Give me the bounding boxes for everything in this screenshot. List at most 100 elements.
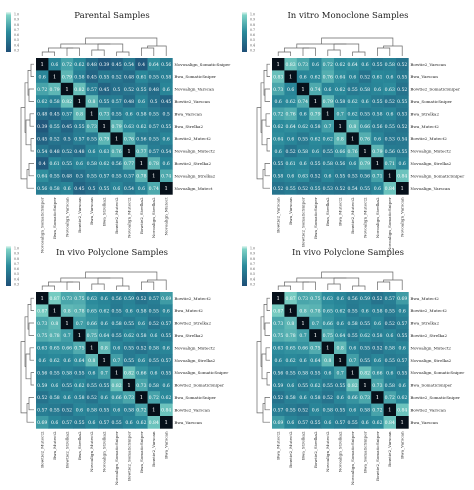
heatmap-cell	[98, 58, 111, 71]
cell-value-label: 0.6	[287, 383, 294, 389]
heatmap-cell	[98, 132, 111, 146]
heatmap-cell	[272, 341, 285, 355]
cell-value-label: 0.55	[149, 136, 159, 142]
row-label: Bwa_SomaticSniper	[174, 395, 216, 400]
cell-value-label: 0.55	[347, 87, 357, 93]
heatmap-cell	[135, 157, 148, 170]
heatmap-cell	[371, 58, 384, 71]
cell-value-label: 0.79	[62, 74, 72, 80]
cell-value-label: 0.55	[397, 333, 407, 339]
cell-value-label: 0.58	[111, 321, 121, 327]
cell-value-label: 0.52	[62, 149, 72, 155]
cell-value-label: 0.4	[138, 62, 145, 68]
heatmap-cell	[383, 403, 397, 417]
cell-value-label: 0.6	[374, 321, 381, 327]
row-label: Bowtie2_Varscan	[174, 99, 210, 104]
heatmap-cell	[309, 169, 322, 183]
cell-value-label: 0.55	[87, 383, 97, 389]
heatmap-cell	[135, 132, 148, 146]
heatmap-cell	[396, 341, 409, 355]
cell-value-label: 0.7	[63, 333, 70, 339]
cell-value-label: 0.57	[397, 358, 407, 364]
heatmap-cell	[48, 316, 62, 330]
dendrogram-link	[263, 70, 267, 96]
cell-value-label: 1	[65, 321, 69, 327]
cell-value-label: 0.62	[37, 99, 47, 105]
cell-value-label: 0.63	[37, 346, 47, 352]
cell-value-label: 1	[289, 308, 293, 314]
heatmap-cell	[73, 366, 86, 380]
heatmap-cell	[135, 378, 148, 392]
heatmap-cell	[371, 292, 384, 305]
heatmap-cell	[383, 58, 397, 71]
cell-value-label: 0.6	[299, 112, 306, 118]
heatmap-cell	[48, 144, 62, 158]
dendrogram-link	[264, 397, 270, 411]
cell-value-label: 0.62	[335, 87, 345, 93]
row-label: Bowtie2_Mutect2	[174, 296, 211, 301]
heatmap-cell	[160, 95, 173, 108]
cell-value-label: 0.73	[273, 87, 283, 93]
cell-value-label: 1	[351, 370, 355, 376]
cell-value-label: 0.71	[372, 174, 382, 180]
cell-value-label: 0.55	[161, 370, 171, 376]
cell-value-label: 0.78	[285, 333, 295, 339]
cell-value-label: 0.58	[273, 174, 283, 180]
heatmap-cell	[358, 58, 372, 71]
heatmap-cell	[73, 354, 86, 367]
cell-value-label: 0.55	[285, 186, 295, 192]
cell-value-label: 0.52	[360, 74, 370, 80]
heatmap-cell	[296, 292, 310, 305]
heatmap-cell	[358, 169, 372, 183]
heatmap-cell	[98, 354, 111, 367]
heatmap-cell	[85, 403, 99, 417]
cell-value-label: 0.6	[374, 87, 381, 93]
heatmap-cell	[110, 341, 124, 355]
heatmap-cell	[346, 182, 360, 195]
heatmap-cell	[122, 70, 136, 84]
heatmap-cell	[60, 95, 74, 108]
heatmap-cell	[371, 416, 384, 429]
cell-value-label: 0.6	[337, 395, 344, 401]
heatmap-cell	[110, 157, 124, 170]
heatmap-cell	[371, 329, 384, 342]
cell-value-label: 0.57	[397, 321, 407, 327]
cell-value-label: 0.6	[150, 333, 157, 339]
heatmap-cell	[346, 292, 360, 305]
heatmap-cell	[60, 416, 74, 429]
cell-value-label: 0.8	[299, 308, 306, 314]
heatmap-cell	[284, 391, 298, 404]
heatmap-cell	[73, 132, 86, 146]
row-label: Bowtie2_SomaticSniper	[410, 87, 460, 92]
heatmap-cell	[334, 366, 347, 380]
cell-value-label: 0.52	[111, 74, 121, 80]
heatmap-cell	[122, 378, 136, 392]
cell-value-label: 0.74	[310, 87, 320, 93]
cell-value-label: 0.6	[138, 99, 145, 105]
dendrogram-link	[20, 107, 27, 180]
row-dendrogram	[20, 297, 34, 423]
cell-value-label: 0.66	[111, 395, 121, 401]
cell-value-label: 1	[140, 395, 144, 401]
cell-value-label: 0.8	[337, 346, 344, 352]
heatmap-cell	[147, 378, 161, 392]
cell-value-label: 0.57	[149, 124, 159, 130]
heatmap-cell	[396, 144, 409, 158]
row-label: Bowtie2_SomaticSniper	[174, 383, 224, 388]
cell-value-label: 0.55	[360, 346, 370, 352]
cell-value-label: 0.56	[37, 186, 47, 192]
cell-value-label: 0.57	[161, 321, 171, 327]
cell-value-label: 1	[314, 99, 318, 105]
cell-value-label: 0.79	[360, 161, 370, 167]
heatmap-cell	[272, 292, 285, 305]
heatmap-cell	[284, 416, 298, 429]
cell-value-label: 0.62	[310, 136, 320, 142]
cell-value-label: 0.58	[136, 333, 146, 339]
column-label: Bwa_Varscan	[164, 431, 169, 459]
heatmap-cell	[73, 182, 86, 195]
heatmap-cell	[135, 95, 148, 108]
cell-value-label: 0.78	[136, 174, 146, 180]
cell-value-label: 0.45	[37, 136, 47, 142]
cell-value-label: 0.78	[310, 308, 320, 314]
column-label: Bwa_Mutect2	[52, 431, 57, 460]
